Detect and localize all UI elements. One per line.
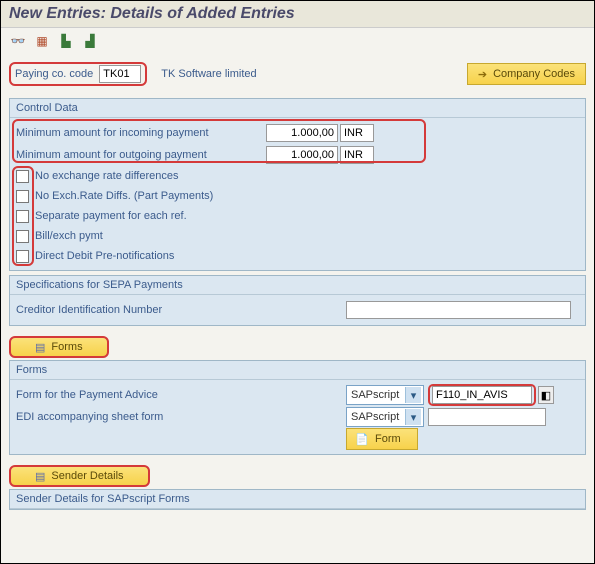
document-icon: ▤	[35, 470, 45, 483]
payment-advice-select-value: SAPscript	[351, 389, 399, 401]
forms-title: Forms	[10, 361, 585, 380]
min-incoming-currency	[340, 124, 374, 142]
chk-direct-debit[interactable]	[16, 250, 29, 263]
company-codes-button[interactable]: ➔ Company Codes	[467, 63, 586, 85]
edi-select[interactable]: SAPscript ▾	[346, 407, 424, 427]
chk-no-exchange[interactable]	[16, 170, 29, 183]
edi-value-input[interactable]	[428, 408, 546, 426]
paying-co-desc: TK Software limited	[161, 68, 256, 80]
paying-co-code-input[interactable]	[99, 65, 141, 83]
control-data-panel: Control Data Minimum amount for incoming…	[9, 98, 586, 271]
chevron-down-icon: ▾	[405, 409, 421, 425]
form-button[interactable]: 📄 Form	[346, 428, 418, 450]
chk-no-exch-part[interactable]	[16, 190, 29, 203]
document-icon: ▤	[35, 341, 45, 354]
paying-co-label: Paying co. code	[15, 68, 93, 80]
sepa-title: Specifications for SEPA Payments	[10, 276, 585, 295]
chk-separate-payment[interactable]	[16, 210, 29, 223]
control-data-title: Control Data	[10, 99, 585, 118]
min-outgoing-input[interactable]	[266, 146, 338, 164]
payment-advice-label: Form for the Payment Advice	[16, 389, 346, 401]
payment-advice-value-input[interactable]	[432, 386, 532, 404]
forms-section-label: Forms	[51, 341, 82, 353]
sender-details-button[interactable]: ▤ Sender Details	[9, 465, 150, 487]
table-icon[interactable]: ▦	[33, 32, 51, 50]
chevron-down-icon: ▾	[405, 387, 421, 403]
sepa-panel: Specifications for SEPA Payments Credito…	[9, 275, 586, 326]
chk-no-exch-part-label: No Exch.Rate Diffs. (Part Payments)	[35, 190, 213, 202]
chk-no-exchange-label: No exchange rate differences	[35, 170, 179, 182]
min-outgoing-currency	[340, 146, 374, 164]
payment-advice-select[interactable]: SAPscript ▾	[346, 385, 424, 405]
min-incoming-input[interactable]	[266, 124, 338, 142]
min-incoming-label: Minimum amount for incoming payment	[16, 127, 266, 139]
chk-bill-exch-label: Bill/exch pymt	[35, 230, 103, 242]
chk-bill-exch[interactable]	[16, 230, 29, 243]
edi-label: EDI accompanying sheet form	[16, 411, 346, 423]
min-outgoing-label: Minimum amount for outgoing payment	[16, 149, 266, 161]
sender-details-header: Sender Details for SAPscript Forms	[10, 490, 585, 509]
search-help-icon[interactable]: ◧	[538, 386, 554, 404]
form-icon: 📄	[355, 432, 369, 446]
sender-details-label: Sender Details	[51, 470, 123, 482]
page-next-icon[interactable]: ▟	[81, 32, 99, 50]
toolbar: 👓 ▦ ▙ ▟	[1, 28, 594, 58]
edi-select-value: SAPscript	[351, 411, 399, 423]
forms-section-button[interactable]: ▤ Forms	[9, 336, 109, 358]
arrow-right-icon: ➔	[478, 68, 487, 81]
creditor-id-label: Creditor Identification Number	[16, 304, 346, 316]
form-button-label: Form	[375, 433, 401, 445]
forms-panel: Forms Form for the Payment Advice SAPscr…	[9, 360, 586, 455]
chk-separate-payment-label: Separate payment for each ref.	[35, 210, 187, 222]
sender-details-panel: Sender Details for SAPscript Forms	[9, 489, 586, 510]
company-codes-label: Company Codes	[493, 68, 575, 80]
page-prev-icon[interactable]: ▙	[57, 32, 75, 50]
page-title: New Entries: Details of Added Entries	[1, 1, 594, 28]
chk-direct-debit-label: Direct Debit Pre-notifications	[35, 250, 174, 262]
creditor-id-input[interactable]	[346, 301, 571, 319]
glasses-icon[interactable]: 👓	[9, 32, 27, 50]
